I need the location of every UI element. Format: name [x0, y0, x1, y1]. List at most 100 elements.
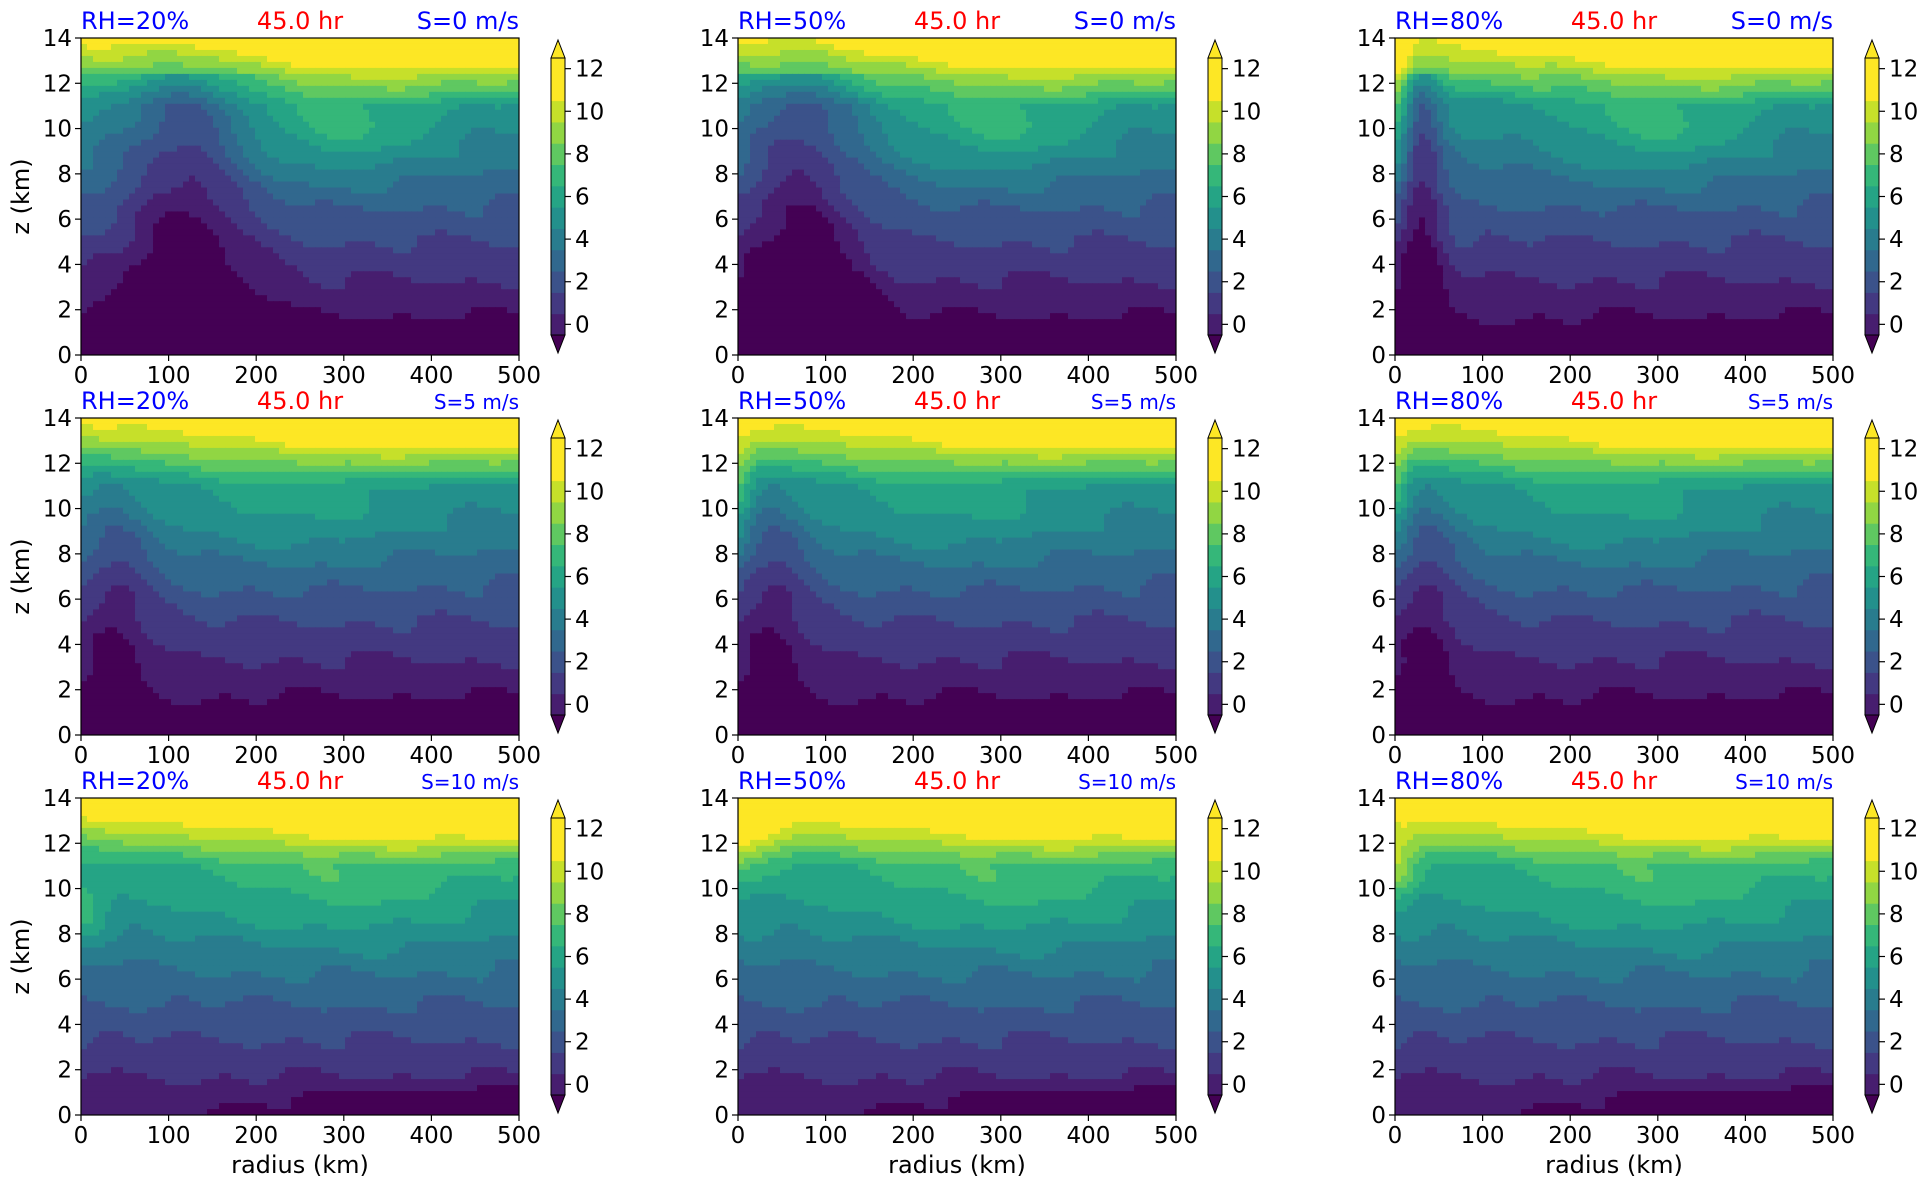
contour-cell — [219, 217, 226, 225]
contour-cell — [213, 307, 220, 314]
contour-cell — [810, 115, 817, 123]
contour-cell — [99, 241, 106, 248]
contour-cell — [177, 145, 184, 153]
contour-cell — [1134, 38, 1141, 45]
contour-cell — [339, 187, 346, 195]
contour-cell — [930, 115, 937, 123]
contour-cell — [1074, 49, 1081, 57]
contour-cell — [81, 211, 88, 219]
contour-cell — [153, 181, 160, 189]
contour-cell — [471, 43, 478, 51]
contour-cell — [1134, 85, 1141, 93]
contour-cell — [159, 205, 166, 213]
contour-cell — [297, 151, 304, 159]
contour-cell — [471, 265, 478, 272]
contour-cell — [93, 181, 100, 189]
contour-cell — [846, 73, 853, 81]
contour-cell — [135, 295, 142, 302]
contour-cell — [111, 199, 118, 207]
contour-cell — [357, 121, 364, 129]
contour-cell — [375, 73, 382, 81]
contour-cell — [327, 241, 334, 248]
contour-cell — [441, 313, 448, 320]
contour-cell — [369, 223, 376, 230]
contour-cell — [219, 109, 226, 117]
contour-cell — [381, 235, 388, 242]
contour-cell — [243, 175, 250, 183]
contour-cell — [129, 139, 136, 147]
contour-cell — [141, 127, 148, 135]
contour-cell — [990, 67, 997, 75]
contour-cell — [483, 253, 490, 260]
contour-cell — [381, 349, 388, 355]
contour-cell — [411, 139, 418, 147]
contour-cell — [447, 157, 454, 165]
contour-cell — [81, 313, 88, 320]
contour-cell — [495, 325, 502, 332]
contour-cell — [291, 38, 298, 45]
contour-cell — [315, 115, 322, 123]
contour-cell — [153, 307, 160, 314]
contour-cell — [291, 295, 298, 302]
contour-cell — [1164, 91, 1171, 99]
contour-cell — [81, 289, 88, 296]
contour-cell — [135, 259, 142, 266]
contour-cell — [207, 73, 214, 81]
contour-cell — [1074, 79, 1081, 87]
contour-cell — [279, 217, 286, 225]
contour-cell — [117, 97, 124, 105]
contour-cell — [171, 91, 178, 99]
contour-cell — [99, 301, 106, 308]
contour-cell — [327, 97, 334, 105]
contour-cell — [393, 247, 400, 254]
contour-cell — [369, 319, 376, 326]
contour-cell — [261, 133, 268, 141]
contour-cell — [285, 241, 292, 248]
contour-cell — [369, 127, 376, 135]
contour-cell — [99, 163, 106, 171]
contour-cell — [1098, 109, 1105, 117]
contour-cell — [411, 205, 418, 213]
contour-cell — [453, 217, 460, 225]
contour-cell — [489, 79, 496, 87]
contour-cell — [792, 55, 799, 63]
contour-cell — [387, 271, 394, 278]
contour-cell — [363, 253, 370, 260]
colorbar-segment — [551, 164, 565, 187]
contour-cell — [441, 61, 448, 69]
contour-cell — [477, 217, 484, 225]
contour-cell — [159, 187, 166, 195]
y-tick-label: 10 — [43, 117, 72, 143]
contour-cell — [129, 283, 136, 290]
contour-cell — [285, 175, 292, 183]
contour-cell — [105, 331, 112, 338]
contour-cell — [369, 217, 376, 225]
contour-cell — [225, 217, 232, 225]
contour-cell — [387, 307, 394, 314]
contour-cell — [129, 91, 136, 99]
contour-cell — [1026, 73, 1033, 81]
contour-cell — [489, 163, 496, 171]
contour-cell — [231, 211, 238, 219]
contour-cell — [285, 307, 292, 314]
contour-cell — [339, 193, 346, 201]
contour-cell — [423, 247, 430, 254]
contour-cell — [1062, 61, 1069, 69]
contour-cell — [1092, 97, 1099, 105]
contour-cell — [417, 133, 424, 141]
contour-cell — [225, 199, 232, 207]
contour-cell — [339, 127, 346, 135]
contour-cell — [882, 43, 889, 51]
colorbar-segment — [551, 207, 565, 229]
contour-cell — [507, 193, 514, 201]
contour-cell — [756, 91, 763, 99]
contour-cell — [321, 67, 328, 75]
contour-cell — [333, 151, 340, 159]
contour-cell — [351, 343, 358, 350]
contour-cell — [489, 49, 496, 57]
contour-cell — [381, 289, 388, 296]
contour-cell — [171, 43, 178, 51]
contour-cell — [423, 73, 430, 81]
contour-cell — [279, 349, 286, 355]
contour-cell — [159, 103, 166, 111]
